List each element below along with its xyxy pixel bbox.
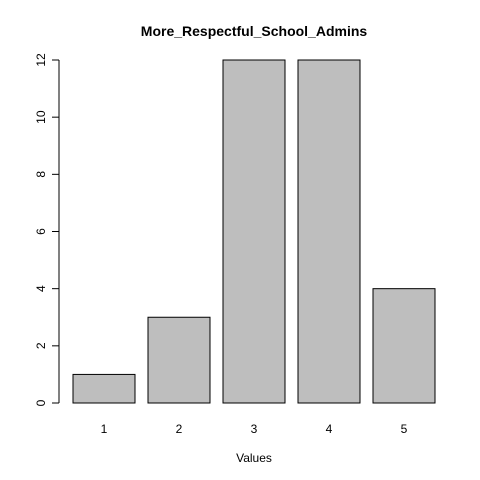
y-tick-label: 8	[34, 171, 48, 178]
bar	[222, 59, 286, 404]
y-tick-label: 2	[34, 342, 48, 349]
x-tick-label: 3	[251, 422, 258, 436]
x-tick-label: 5	[401, 422, 408, 436]
bar	[72, 373, 136, 404]
x-tick-label: 1	[101, 422, 108, 436]
bar	[147, 316, 211, 404]
y-axis: 0 2 4 6 8 10 12	[34, 53, 60, 406]
x-tick-label: 4	[326, 422, 333, 436]
bars-group	[72, 59, 436, 404]
y-tick-label: 0	[34, 399, 48, 406]
bar	[372, 288, 436, 404]
y-tick-label: 10	[34, 110, 48, 124]
chart-title: More_Respectful_School_Admins	[141, 23, 368, 39]
x-axis-label: Values	[236, 451, 272, 465]
y-tick-label: 6	[34, 228, 48, 235]
y-tick-label: 12	[34, 53, 48, 67]
x-axis-tick-labels: 1 2 3 4 5	[101, 422, 408, 436]
y-tick-label: 4	[34, 285, 48, 292]
bar	[297, 59, 361, 404]
x-tick-label: 2	[176, 422, 183, 436]
